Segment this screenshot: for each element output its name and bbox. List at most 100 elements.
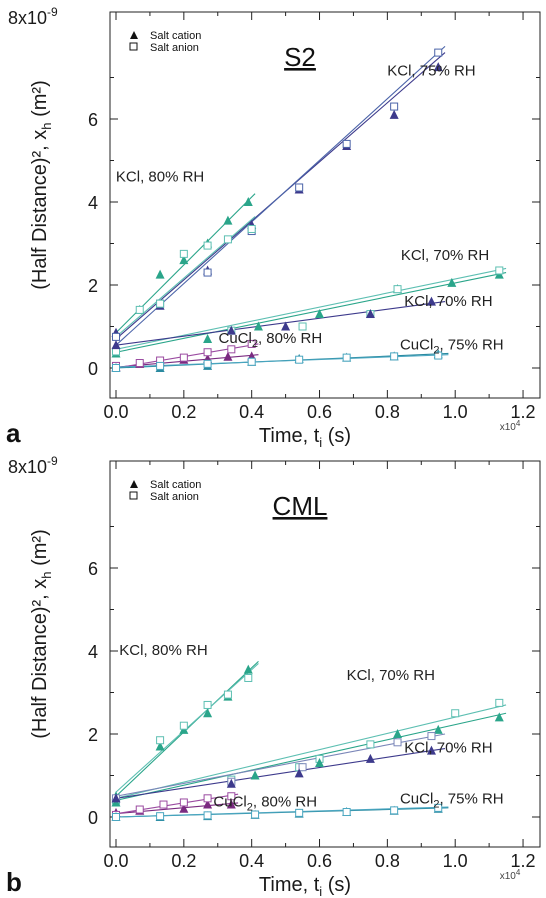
y-tick-label: 4 [88, 642, 98, 662]
data-point-anion [156, 361, 165, 370]
data-point-anion [179, 249, 188, 258]
fit-line [115, 216, 256, 338]
series-annotation: KCl, 80% RH [119, 642, 207, 659]
data-point-anion [179, 353, 188, 362]
panel-letter: b [6, 867, 22, 897]
x-tick-label: 0.8 [375, 851, 400, 871]
x-exponent-label: x104 [500, 419, 521, 433]
data-point-cation [389, 109, 399, 119]
fit-line [115, 267, 507, 350]
x-exponent-label: x104 [500, 868, 521, 882]
legend-label-anion: Salt anion [150, 491, 199, 503]
series-annotation: CuCl2, 75% RH [400, 791, 504, 811]
data-point-cation [433, 62, 443, 72]
legend-label-cation: Salt cation [150, 30, 201, 42]
data-point-anion [112, 813, 120, 821]
data-point-anion [135, 305, 144, 314]
x-tick-label: 0.2 [171, 851, 196, 871]
data-point-anion [427, 732, 436, 741]
data-point-anion [295, 355, 304, 364]
series-annotation: KCl, 70% RH [347, 667, 435, 684]
legend-square-marker [129, 42, 138, 51]
fit-line [115, 45, 446, 346]
legend-triangle-marker [130, 31, 138, 39]
data-point-anion [247, 357, 256, 366]
series-annotation: KCl, 75% RH [387, 62, 475, 79]
data-point-anion [342, 808, 351, 817]
data-point-cation [179, 255, 189, 265]
data-point-cation [243, 197, 253, 206]
data-point-anion [393, 738, 402, 747]
data-point-anion [179, 721, 188, 730]
chart-panel-b: 0 2 4 6 8x10-9 0.0 0.2 0.4 0.6 0.8 1.0 1.2 x104 Time,… [0, 449, 546, 898]
data-point-cation [223, 215, 233, 225]
data-point-anion [112, 364, 120, 372]
data-point-anion [390, 102, 399, 111]
data-point-anion [156, 299, 165, 308]
panel-title: S2 [284, 42, 316, 72]
data-point-cation [179, 803, 189, 813]
data-point-cation [294, 768, 304, 778]
y-axis-title: (Half Distance)², xh (m²) [29, 80, 54, 289]
data-point-anion [295, 808, 304, 817]
y-tick-label: 2 [88, 725, 98, 745]
data-point-cation [393, 729, 403, 738]
data-point-cation [155, 269, 165, 279]
panel-title: CML [273, 491, 328, 521]
data-point-anion [298, 763, 307, 772]
data-point-anion [203, 268, 212, 277]
data-point-anion [434, 48, 443, 57]
y-tick-label: 0 [88, 359, 98, 379]
data-point-cation [281, 321, 291, 331]
data-point-cation [315, 309, 325, 319]
data-point-cation [203, 333, 213, 343]
x-tick-label: 0.4 [239, 851, 264, 871]
data-point-cation [365, 753, 375, 763]
x-tick-label: 0.8 [375, 402, 400, 422]
data-point-anion [434, 803, 443, 812]
data-point-anion [390, 806, 399, 815]
fit-line [115, 301, 446, 346]
data-point-anion [156, 812, 165, 821]
data-point-anion [390, 352, 399, 361]
legend-square-marker [129, 491, 138, 500]
data-point-anion [135, 359, 144, 368]
data-point-anion [393, 285, 402, 294]
data-point-anion [251, 810, 260, 819]
data-point-anion [342, 353, 351, 362]
data-point-anion [223, 690, 232, 699]
plot-frame [109, 460, 541, 848]
x-tick-label: 0.4 [239, 402, 264, 422]
panel-letter: a [6, 418, 21, 448]
series-annotation: CuCl2, 75% RH [400, 336, 504, 356]
series-annotation: CuCl2, 80% RH [213, 794, 317, 814]
data-point-anion [203, 359, 212, 368]
chart-panel-a: 0 2 4 6 8x10-9 0.0 0.2 0.4 0.6 0.8 1.0 1.2 x104 Time,… [6, 5, 541, 449]
data-point-cation [447, 277, 457, 287]
y-tick-label: 4 [88, 193, 98, 213]
data-point-anion [295, 183, 304, 192]
fit-line [115, 747, 446, 799]
x-axis-title: Time, ti (s) [259, 425, 351, 449]
data-point-cation [315, 758, 325, 768]
fit-line [115, 704, 507, 799]
fit-line [115, 712, 507, 801]
y-tick-label: 6 [88, 110, 98, 130]
data-point-anion [203, 700, 212, 709]
x-tick-label: 0.2 [171, 402, 196, 422]
x-tick-label: 1.2 [511, 851, 536, 871]
data-point-anion [179, 798, 188, 807]
data-point-anion [135, 805, 144, 814]
data-point-anion [223, 235, 232, 244]
data-point-anion [203, 348, 212, 357]
y-tick-label: 6 [88, 559, 98, 579]
x-tick-label: 0.6 [307, 402, 332, 422]
y-top-label: 8x10-9 [8, 454, 58, 477]
data-point-cation [226, 799, 236, 809]
data-point-anion [227, 345, 236, 354]
series-annotation: KCl, 70% RH [404, 293, 492, 310]
series-annotation: KCl, 70% RH [404, 740, 492, 757]
data-point-anion [298, 322, 307, 331]
